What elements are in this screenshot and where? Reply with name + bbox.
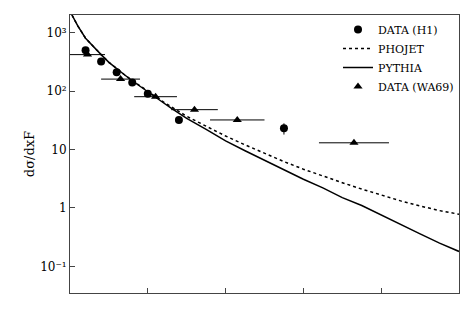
svg-text:DATA (WA69): DATA (WA69): [378, 81, 454, 94]
svg-text:PHOJET: PHOJET: [378, 43, 424, 56]
svg-text:10³: 10³: [47, 26, 67, 40]
svg-text:10²: 10²: [47, 84, 67, 98]
svg-text:dσ/dxF: dσ/dxF: [22, 131, 37, 177]
svg-text:10⁻¹: 10⁻¹: [40, 260, 66, 274]
svg-text:1: 1: [59, 201, 67, 215]
svg-text:10: 10: [51, 143, 66, 157]
svg-text:DATA (H1): DATA (H1): [378, 24, 438, 37]
svg-text:PYTHIA: PYTHIA: [378, 62, 423, 75]
